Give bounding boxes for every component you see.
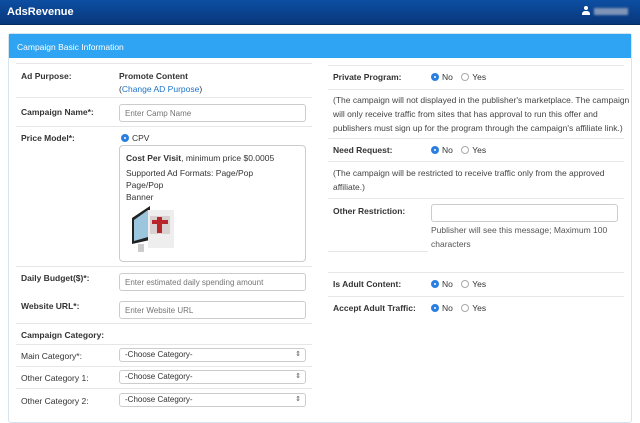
top-navbar: AdsRevenue (0, 0, 640, 25)
private-note-line: (The campaign will not displayed in the … (333, 95, 630, 105)
ad-format-preview-image (132, 206, 174, 252)
select-value: -Choose Category- (125, 350, 193, 359)
help-text-line: characters (431, 239, 471, 249)
yes-label: Yes (472, 279, 487, 289)
need-request-radio-group[interactable]: No Yes (431, 145, 486, 155)
no-label: No (442, 72, 453, 82)
yes-label: Yes (472, 303, 487, 313)
supported-formats: Supported Ad Formats: Page/Pop (126, 168, 254, 178)
adult-content-label: Is Adult Content: (333, 279, 402, 289)
main-category-select[interactable]: -Choose Category- ⇕ (119, 348, 306, 362)
campaign-basic-info-panel: Campaign Basic Information (8, 33, 632, 423)
other-category-2-label: Other Category 2: (21, 396, 89, 406)
paren: ( (119, 84, 122, 94)
select-value: -Choose Category- (125, 372, 193, 381)
daily-budget-label: Daily Budget($)*: (21, 273, 90, 283)
adult-traffic-radio-group[interactable]: No Yes (431, 303, 486, 313)
no-label: No (442, 145, 453, 155)
help-text-line: Publisher will see this message; Maximum… (431, 225, 608, 235)
price-model-label: Price Model*: (21, 133, 75, 143)
change-ad-purpose-link[interactable]: Change AD Purpose (121, 84, 200, 94)
select-arrows-icon: ⇕ (295, 351, 301, 358)
yes-label: Yes (472, 72, 487, 82)
daily-budget-input[interactable] (119, 273, 306, 291)
website-url-label: Website URL*: (21, 301, 80, 311)
private-note-line: publishers must sign up for the program … (333, 123, 623, 133)
other-category-1-select[interactable]: -Choose Category- ⇕ (119, 370, 306, 384)
yes-label: Yes (472, 145, 487, 155)
campaign-category-label: Campaign Category: (21, 330, 105, 340)
need-note-line: affiliate.) (333, 182, 365, 192)
cpv-radio[interactable]: CPV (121, 133, 149, 143)
cpv-min-price: , minimum price $0.0005 (181, 153, 275, 163)
adult-traffic-yes-radio[interactable] (461, 304, 470, 312)
private-program-radio-group[interactable]: No Yes (431, 72, 486, 82)
ad-purpose-value: Promote Content (119, 71, 188, 81)
adult-content-no-radio[interactable] (431, 280, 439, 288)
other-category-2-select[interactable]: -Choose Category- ⇕ (119, 393, 306, 407)
select-value: -Choose Category- (125, 395, 193, 404)
user-icon (582, 6, 590, 16)
format-line: Page/Pop (126, 180, 164, 190)
cpv-label: CPV (132, 133, 150, 143)
need-request-label: Need Request: (333, 145, 393, 155)
format-line: Banner (126, 192, 154, 202)
other-category-1-label: Other Category 1: (21, 373, 89, 383)
brand-logo[interactable]: AdsRevenue (7, 6, 74, 18)
cpv-title: Cost Per Visit (126, 153, 182, 163)
radio-selected-icon (121, 134, 129, 142)
ad-purpose-label: Ad Purpose: (21, 71, 72, 81)
need-request-no-radio[interactable] (431, 146, 439, 154)
adult-traffic-no-radio[interactable] (431, 304, 439, 312)
other-restriction-label: Other Restriction: (333, 206, 406, 216)
private-note-line: will only receive traffic from sites tha… (333, 109, 598, 119)
need-note-line: (The campaign will be restricted to rece… (333, 168, 605, 178)
website-url-input[interactable] (119, 301, 306, 319)
adult-content-radio-group[interactable]: No Yes (431, 279, 486, 289)
campaign-name-label: Campaign Name*: (21, 107, 94, 117)
cpv-description-box: Cost Per Visit, minimum price $0.0005 Su… (119, 145, 306, 262)
other-restriction-input[interactable] (431, 204, 618, 222)
user-menu[interactable] (582, 6, 628, 16)
campaign-name-input[interactable] (119, 104, 306, 122)
adult-traffic-label: Accept Adult Traffic: (333, 303, 416, 313)
private-program-no-radio[interactable] (431, 73, 439, 81)
need-request-yes-radio[interactable] (461, 146, 470, 154)
panel-title: Campaign Basic Information (9, 34, 631, 58)
user-name-redacted (594, 7, 628, 15)
select-arrows-icon: ⇕ (295, 396, 301, 403)
adult-content-yes-radio[interactable] (461, 280, 470, 288)
paren: ) (199, 84, 203, 94)
no-label: No (442, 303, 453, 313)
no-label: No (442, 279, 453, 289)
private-program-yes-radio[interactable] (461, 73, 470, 81)
main-category-label: Main Category*: (21, 351, 82, 361)
select-arrows-icon: ⇕ (295, 373, 301, 380)
private-program-label: Private Program: (333, 72, 402, 82)
